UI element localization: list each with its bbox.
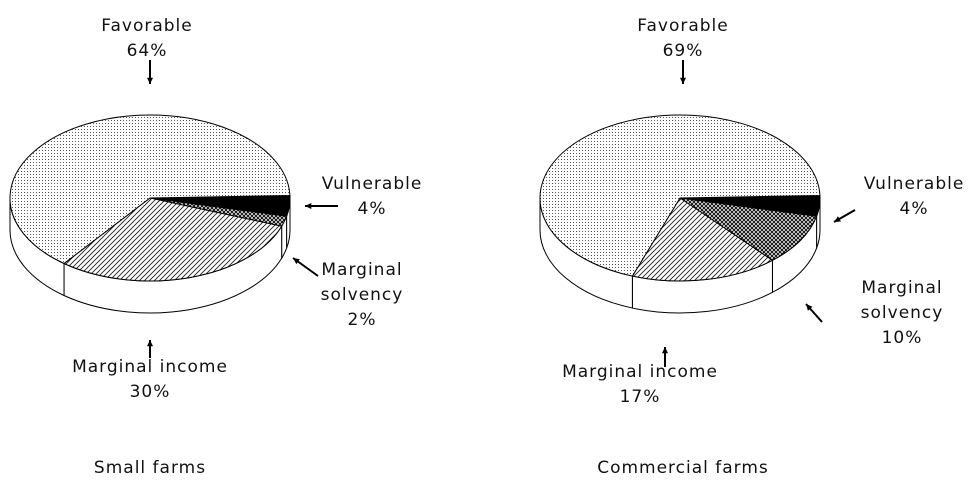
arrow-head bbox=[146, 340, 154, 347]
slice-label: Favorable bbox=[101, 16, 193, 36]
arrow-head bbox=[305, 202, 312, 210]
chart-title: Commercial farms bbox=[597, 458, 769, 478]
slice bbox=[539, 114, 821, 277]
slice-label: Vulnerable bbox=[321, 174, 423, 194]
slice bbox=[63, 197, 283, 282]
slice bbox=[679, 197, 818, 261]
arrow-head bbox=[679, 77, 687, 84]
arrow-head bbox=[834, 216, 841, 222]
slice-value-label: 2% bbox=[347, 310, 377, 330]
slice bbox=[9, 114, 291, 265]
arrow-head bbox=[293, 258, 300, 265]
slice-value-label: 4% bbox=[899, 199, 929, 219]
slice-label: Marginal income bbox=[562, 362, 718, 382]
slice-label: Marginal income bbox=[72, 357, 228, 377]
slice-value-label: 10% bbox=[881, 328, 923, 348]
slice-label: Favorable bbox=[637, 16, 729, 36]
arrow-head bbox=[146, 77, 154, 84]
chart-title: Small farms bbox=[93, 458, 207, 478]
slice-label: Vulnerable bbox=[863, 174, 965, 194]
slice-label: Marginal solvency bbox=[320, 260, 404, 305]
slice-value-label: 30% bbox=[129, 382, 171, 402]
slice-value-label: 17% bbox=[619, 387, 661, 407]
slice-value-label: 69% bbox=[662, 41, 704, 61]
slice-value-label: 4% bbox=[357, 199, 387, 219]
arrow-head bbox=[806, 304, 813, 311]
slice-value-label: 64% bbox=[126, 41, 168, 61]
slice-label: Marginal solvency bbox=[860, 278, 944, 323]
arrow-head bbox=[661, 347, 669, 354]
